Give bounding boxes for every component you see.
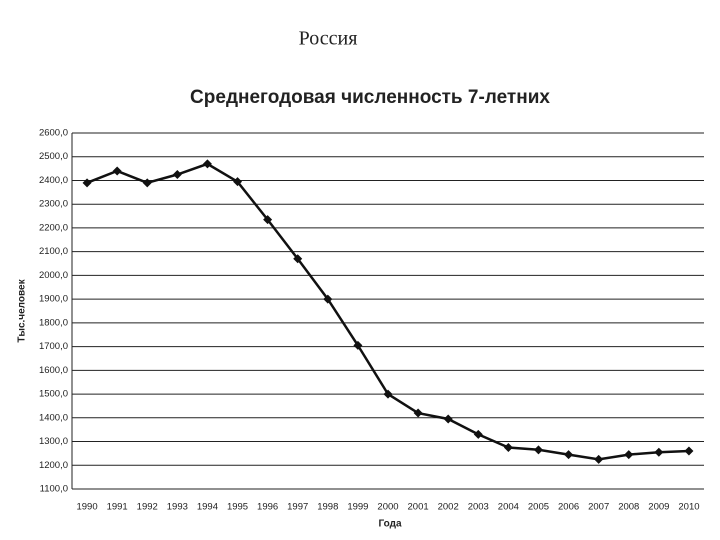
data-point [323,294,333,304]
x-tick-label: 2007 [588,502,609,513]
y-tick-label: 1900,0 [39,294,68,305]
data-point [233,177,243,187]
data-point [533,445,543,455]
x-tick-label: 2000 [377,502,398,513]
data-point [293,254,303,264]
data-point [564,450,574,460]
y-tick-label: 2500,0 [39,151,68,162]
x-tick-label: 2003 [468,502,489,513]
data-point [142,178,152,188]
data-point [353,340,363,350]
page-heading: Россия [299,28,358,50]
data-point [82,178,92,188]
x-tick-label: 1990 [76,502,97,513]
data-point [473,429,483,439]
x-tick-label: 1992 [137,502,158,513]
y-tick-label: 1400,0 [39,412,68,423]
x-tick-label: 1995 [227,502,248,513]
x-tick-label: 2008 [618,502,639,513]
chart-title: Среднегодовая численность 7-летних [190,87,550,108]
data-point [594,454,604,464]
y-tick-label: 2400,0 [39,175,68,186]
x-tick-label: 2001 [408,502,429,513]
x-tick-label: 1998 [317,502,338,513]
data-point [202,159,212,169]
data-point [443,414,453,424]
data-point [503,442,513,452]
data-point [112,166,122,176]
y-tick-label: 1300,0 [39,436,68,447]
x-tick-label: 1999 [347,502,368,513]
data-point [263,215,273,225]
data-point [172,170,182,180]
x-tick-label: 2005 [528,502,549,513]
y-tick-label: 2000,0 [39,270,68,281]
x-tick-label: 1997 [287,502,308,513]
x-tick-label: 1993 [167,502,188,513]
y-tick-label: 1500,0 [39,389,68,400]
x-axis-label: Года [378,519,401,530]
y-tick-label: 1600,0 [39,365,68,376]
x-tick-label: 2002 [438,502,459,513]
x-tick-label: 2004 [498,502,519,513]
y-tick-label: 1800,0 [39,317,68,328]
data-point [654,447,664,457]
data-point [413,408,423,418]
y-tick-label: 2100,0 [39,246,68,257]
x-tick-label: 1996 [257,502,278,513]
y-tick-label: 2300,0 [39,199,68,210]
data-line [86,162,690,461]
x-tick-label: 2006 [558,502,579,513]
y-tick-label: 1700,0 [39,341,68,352]
data-point [684,446,694,456]
x-tick-label: 1994 [197,502,218,513]
x-tick-label: 2009 [648,502,669,513]
x-tick-label: 2010 [678,502,699,513]
x-tick-label: 1991 [107,502,128,513]
y-axis-label: Тыс.человек [17,278,28,342]
y-tick-label: 2600,0 [39,128,68,139]
y-tick-label: 1100,0 [40,484,68,495]
data-point [624,450,634,460]
y-tick-label: 2200,0 [39,222,68,233]
y-tick-label: 1200,0 [39,460,68,471]
data-point [383,389,393,399]
